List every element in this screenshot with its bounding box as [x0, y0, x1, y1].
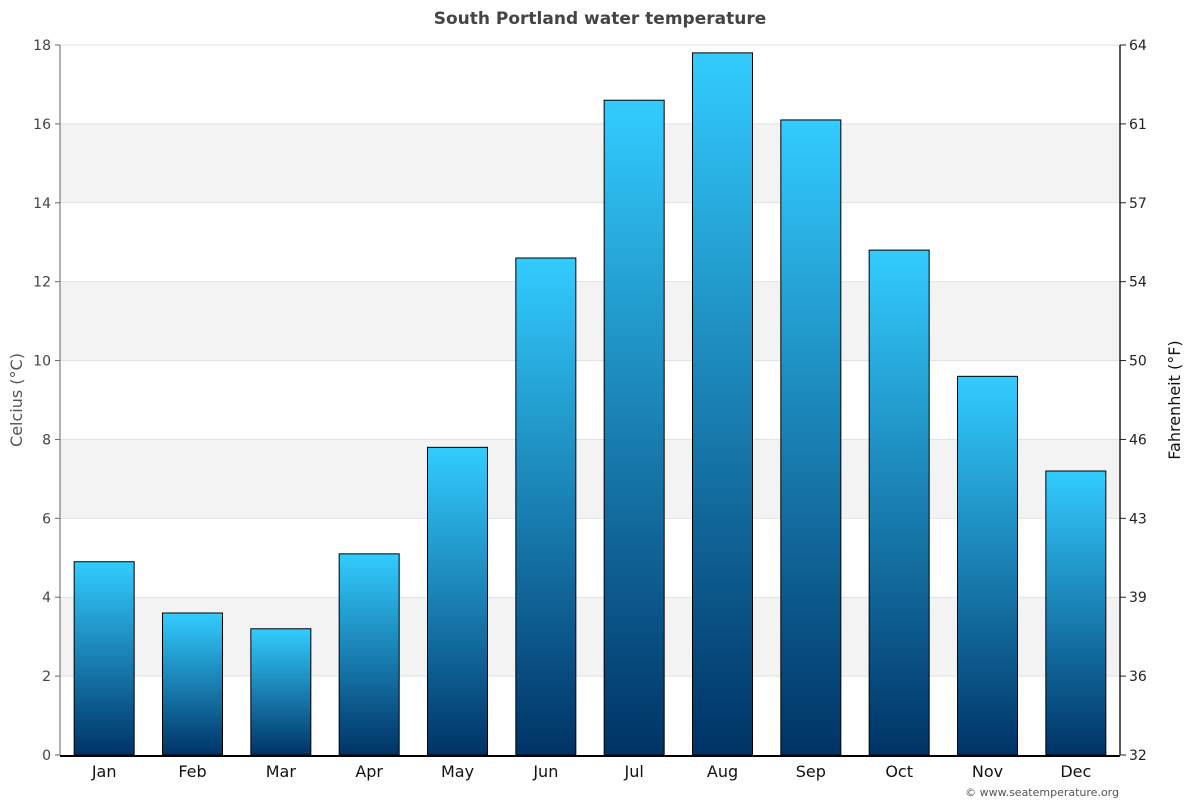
bar-dec — [1045, 470, 1107, 756]
x-tick-label: Jan — [91, 762, 117, 781]
x-tick-label: Jun — [532, 762, 558, 781]
y-tick-label-left: 2 — [42, 669, 51, 685]
bar-apr — [338, 553, 400, 756]
band — [60, 439, 1120, 519]
gridlines — [60, 44, 1120, 677]
band — [60, 281, 1120, 361]
y-tick-label-left: 6 — [42, 511, 51, 527]
bar-aug — [692, 52, 753, 756]
bar-feb — [162, 612, 223, 756]
y-tick-label-right: 54 — [1129, 275, 1147, 291]
y-tick-label-right: 43 — [1129, 511, 1147, 527]
bar-jul — [603, 99, 665, 756]
chart-title: South Portland water temperature — [434, 9, 767, 29]
y-axis-title-left: Celcius (°C) — [7, 353, 26, 447]
credit-text: © www.seatemperature.org — [965, 786, 1119, 799]
bar-nov — [957, 375, 1018, 756]
band — [60, 123, 1120, 203]
x-tick-label: Jul — [624, 762, 644, 781]
y-tick-label-left: 12 — [33, 275, 51, 291]
y-tick-label-left: 0 — [42, 748, 51, 764]
y-tick-label-right: 50 — [1129, 354, 1147, 370]
axis-labels: 0 32 2 36 4 39 6 43 8 46 10 50 12 54 14 57 16 61 18 64 Jan Fe… — [33, 38, 1147, 781]
y-tick-label-right: 36 — [1129, 669, 1147, 685]
axes — [55, 44, 1126, 757]
bar-jan — [73, 561, 135, 756]
y-tick-label-left: 8 — [42, 432, 51, 448]
y-tick-label-right: 32 — [1129, 748, 1147, 764]
x-tick-label: Apr — [355, 762, 383, 781]
bar-oct — [868, 249, 930, 756]
y-tick-label-right: 57 — [1129, 196, 1147, 212]
bars — [73, 52, 1107, 756]
band — [60, 597, 1120, 677]
y-tick-label-left: 10 — [33, 354, 51, 370]
x-tick-label: Feb — [178, 762, 206, 781]
bar-jun — [515, 257, 577, 756]
y-tick-label-right: 64 — [1129, 38, 1147, 54]
background-bands — [60, 123, 1120, 677]
x-tick-label: Dec — [1060, 762, 1091, 781]
x-tick-label: Aug — [707, 762, 738, 781]
x-tick-label: Sep — [796, 762, 826, 781]
x-tick-label: Nov — [972, 762, 1003, 781]
y-axis-title-right: Fahrenheit (°F) — [1165, 340, 1184, 459]
y-tick-label-left: 14 — [33, 196, 51, 212]
y-tick-label-right: 46 — [1129, 432, 1147, 448]
y-tick-label-left: 16 — [33, 117, 51, 133]
y-tick-label-left: 4 — [42, 590, 51, 606]
bar-may — [427, 446, 488, 756]
bar-sep — [780, 119, 842, 756]
x-tick-label: May — [441, 762, 474, 781]
y-tick-label-right: 39 — [1129, 590, 1147, 606]
y-tick-label-right: 61 — [1129, 117, 1147, 133]
y-tick-label-left: 18 — [33, 38, 51, 54]
x-tick-label: Mar — [266, 762, 297, 781]
x-tick-label: Oct — [885, 762, 913, 781]
bar-mar — [250, 628, 312, 756]
